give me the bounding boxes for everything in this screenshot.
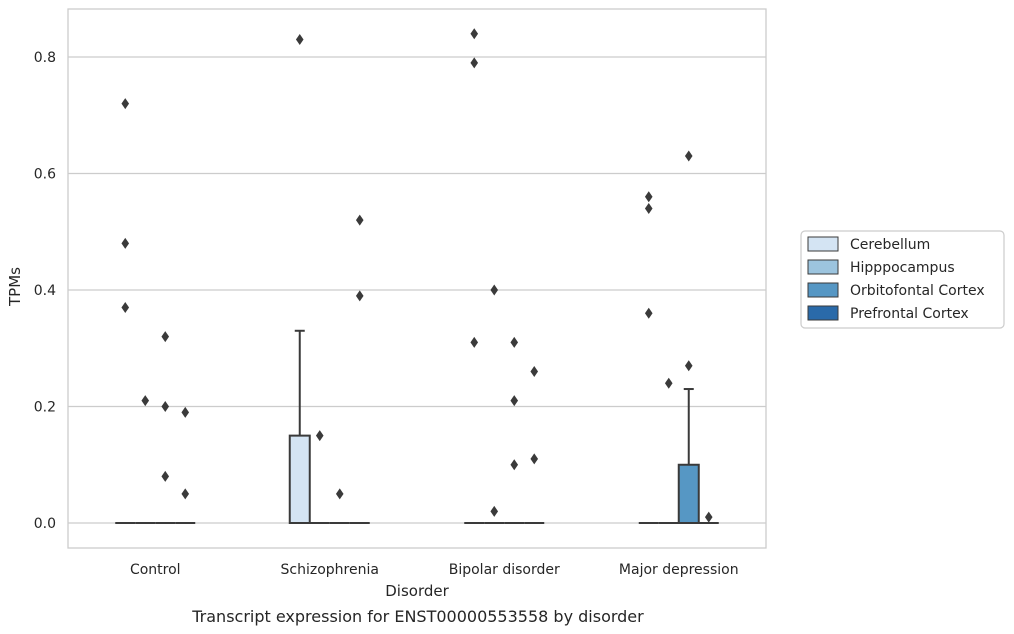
outlier-point [510,336,519,348]
box-plot [484,284,505,524]
y-tick-label: 0.0 [34,516,56,532]
box-plot [349,214,370,524]
x-axis-label: Disorder [385,582,449,600]
legend-label: Cerebellum [850,237,930,253]
box-plot [504,336,525,524]
box [288,434,311,524]
outlier-point [530,366,539,378]
outlier-point [470,57,479,69]
legend-label: Prefrontal Cortex [850,306,969,322]
outlier-point [141,395,150,407]
box-plot [175,406,196,524]
legend-item: Prefrontal Cortex [807,305,969,322]
outlier-point [470,336,479,348]
legend: Cerebellum Hipppocampus Orbitofontal Corte… [800,230,1005,329]
y-tick-label: 0.6 [34,167,56,183]
legend-frame [800,230,1005,329]
legend-swatch [807,236,839,252]
outlier-point [490,284,499,296]
outlier-point [355,290,364,302]
outlier-point [355,214,364,226]
outlier-point [684,150,693,162]
box-plot [464,28,485,524]
legend-swatch [807,305,839,321]
outlier-point [161,470,170,482]
outlier-point [684,360,693,372]
legend-label: Hipppocampus [850,260,955,276]
outlier-point [470,28,479,40]
box-plot [698,511,719,524]
outlier-point [704,511,713,523]
y-axis-ticks: 0.0 0.2 0.4 0.6 0.8 [34,50,56,532]
box-plot [638,191,659,524]
y-axis-label: TPMs [6,267,24,307]
x-tick-label: Control [130,562,181,578]
outlier-point [315,430,324,442]
box-plot [135,395,156,524]
outlier-point [644,191,653,203]
outlier-point [644,307,653,319]
legend-item: Hipppocampus [807,259,955,276]
x-tick-label: Schizophrenia [281,562,379,578]
outlier-point [530,453,539,465]
outlier-point [181,406,190,418]
box-plot [677,150,700,524]
box-plot [115,98,136,524]
grid [68,56,766,524]
box-plots [115,28,719,524]
legend-swatch [807,282,839,298]
box-plot [524,366,545,524]
y-tick-label: 0.4 [34,283,56,299]
y-tick-label: 0.2 [34,400,56,416]
box-plot [329,488,350,524]
chart-caption: Transcript expression for ENST0000055355… [191,607,644,626]
outlier-point [490,505,499,517]
outlier-point [161,331,170,343]
outlier-point [664,377,673,389]
legend-item: Orbitofontal Cortex [807,282,985,299]
outlier-point [121,237,130,249]
x-tick-label: Bipolar disorder [449,562,560,578]
box-plot [288,34,311,524]
outlier-point [510,459,519,471]
x-tick-label: Major depression [619,562,739,578]
box [677,463,700,524]
plot-frame [67,8,767,549]
y-tick-label: 0.8 [34,50,56,66]
outlier-point [295,34,304,46]
box-plot [309,430,330,524]
outlier-point [510,395,519,407]
box-plot [658,377,679,524]
outlier-point [161,401,170,412]
outlier-point [121,301,130,313]
legend-item: Cerebellum [807,236,930,253]
outlier-point [644,202,653,214]
outlier-point [181,488,190,500]
outlier-point [121,98,130,110]
legend-label: Orbitofontal Cortex [850,283,985,299]
x-axis-ticks: Control Schizophrenia Bipolar disorder Majo… [130,562,739,578]
legend-swatch [807,259,839,275]
box-plot [155,331,176,524]
outlier-point [335,488,344,500]
